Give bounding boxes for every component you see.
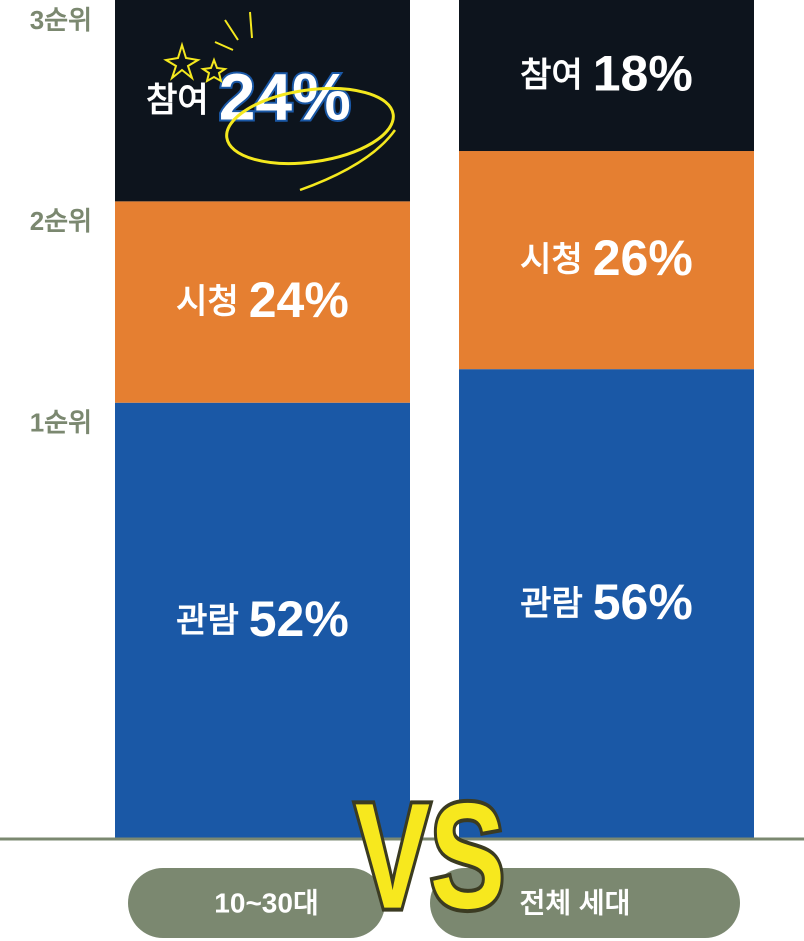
data-label: 관람 56% — [520, 574, 693, 630]
series-name: 시청 — [176, 283, 239, 321]
rank-label: 1순위 — [30, 408, 92, 438]
data-label: 참여 18% — [520, 46, 693, 102]
sparkle — [214, 11, 253, 51]
data-label: 시청 24% — [176, 272, 349, 328]
category-pill — [430, 868, 740, 938]
star — [163, 41, 201, 81]
rank-label: 3순위 — [30, 5, 92, 35]
value-label: 52% — [249, 591, 349, 647]
data-label: 참여 24% — [146, 60, 351, 134]
star — [200, 57, 228, 84]
labels: 관람 52% 1순위 시청 24% 2순위 참여 24% 3순위 10~30대 관람 56% 시청 26%… — [30, 5, 740, 938]
bar-segment — [115, 402, 410, 839]
value-label: 56% — [593, 574, 693, 630]
value-label: 24% — [249, 272, 349, 328]
vs-annotation: VS — [355, 773, 505, 940]
bar-segment — [459, 369, 754, 839]
bar-segment — [115, 201, 410, 403]
x-tick-label: 10~30대 — [214, 887, 318, 918]
series-name: 시청 — [520, 241, 583, 279]
series-name: 참여 — [520, 56, 583, 94]
series-name: 관람 — [176, 602, 239, 640]
rank-label: 2순위 — [30, 206, 92, 236]
x-tick-label: 전체 세대 — [520, 887, 631, 918]
bars — [115, 0, 754, 839]
series-name: 참여 — [146, 82, 209, 120]
data-label: 시청 26% — [520, 230, 693, 286]
highlight-circle — [225, 86, 395, 166]
highlight-stroke — [299, 129, 397, 192]
value-label: 26% — [593, 230, 693, 286]
bar-segment — [459, 0, 754, 152]
category-pill — [128, 868, 385, 938]
data-label: 관람 52% — [176, 591, 349, 647]
value-label: 18% — [593, 46, 693, 102]
value-label: 24% — [219, 60, 351, 134]
bar-segment — [459, 151, 754, 370]
series-name: 관람 — [520, 585, 583, 623]
